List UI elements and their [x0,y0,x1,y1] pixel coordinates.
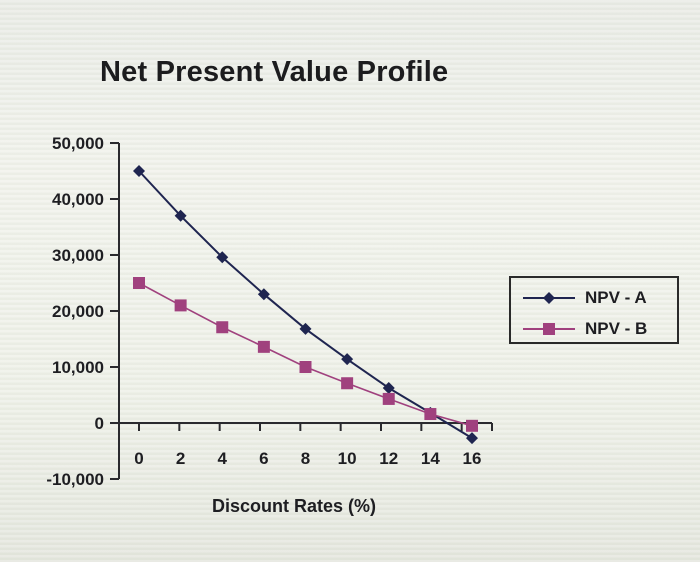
x-tick-label: 14 [421,449,440,468]
x-tick-label: 0 [134,449,143,468]
diamond-marker-icon [257,288,270,301]
y-tick-label: 40,000 [52,190,104,209]
y-tick-label: -10,000 [46,470,104,489]
square-marker-icon [466,419,478,432]
x-tick-label: 2 [176,449,185,468]
legend-item-npv-a: NPV - A [521,287,647,309]
x-tick-label: 16 [463,449,482,468]
x-tick-label: 4 [218,449,228,468]
diamond-marker-icon [299,322,312,335]
square-marker-icon [341,377,354,390]
x-tick-label: 12 [379,449,398,468]
legend: NPV - A NPV - B [509,276,679,344]
square-marker-icon [299,361,312,373]
x-tick-label: 8 [301,449,310,468]
chart-title: Net Present Value Profile [100,56,449,88]
square-marker-icon [523,323,575,335]
diamond-marker-icon [216,251,229,264]
diamond-marker-icon [341,353,354,366]
square-marker-icon [424,408,437,421]
y-tick-label: 30,000 [52,246,104,265]
legend-item-npv-b: NPV - B [521,318,647,340]
square-marker-icon [174,299,187,312]
diamond-marker-icon [174,209,187,222]
square-marker-icon [216,321,229,334]
y-tick-label: 0 [95,414,104,433]
x-axis-title: Discount Rates (%) [212,496,376,516]
y-tick-label: 20,000 [52,302,104,321]
legend-label-npv-b: NPV - B [585,319,648,338]
legend-label-npv-a: NPV - A [585,288,647,307]
series-line-npv-b [138,282,473,427]
y-tick-label: 50,000 [52,134,104,153]
square-marker-icon [257,340,270,353]
square-marker-icon [133,277,145,289]
series-line-npv-a [138,170,473,439]
diamond-marker-icon [133,165,145,177]
x-tick-label: 6 [259,449,268,468]
diamond-marker-icon [466,432,478,445]
y-tick-label: 10,000 [52,358,104,377]
diamond-marker-icon [382,382,395,394]
x-tick-label: 10 [338,449,357,468]
diamond-marker-icon [523,292,575,304]
square-marker-icon [382,392,395,405]
